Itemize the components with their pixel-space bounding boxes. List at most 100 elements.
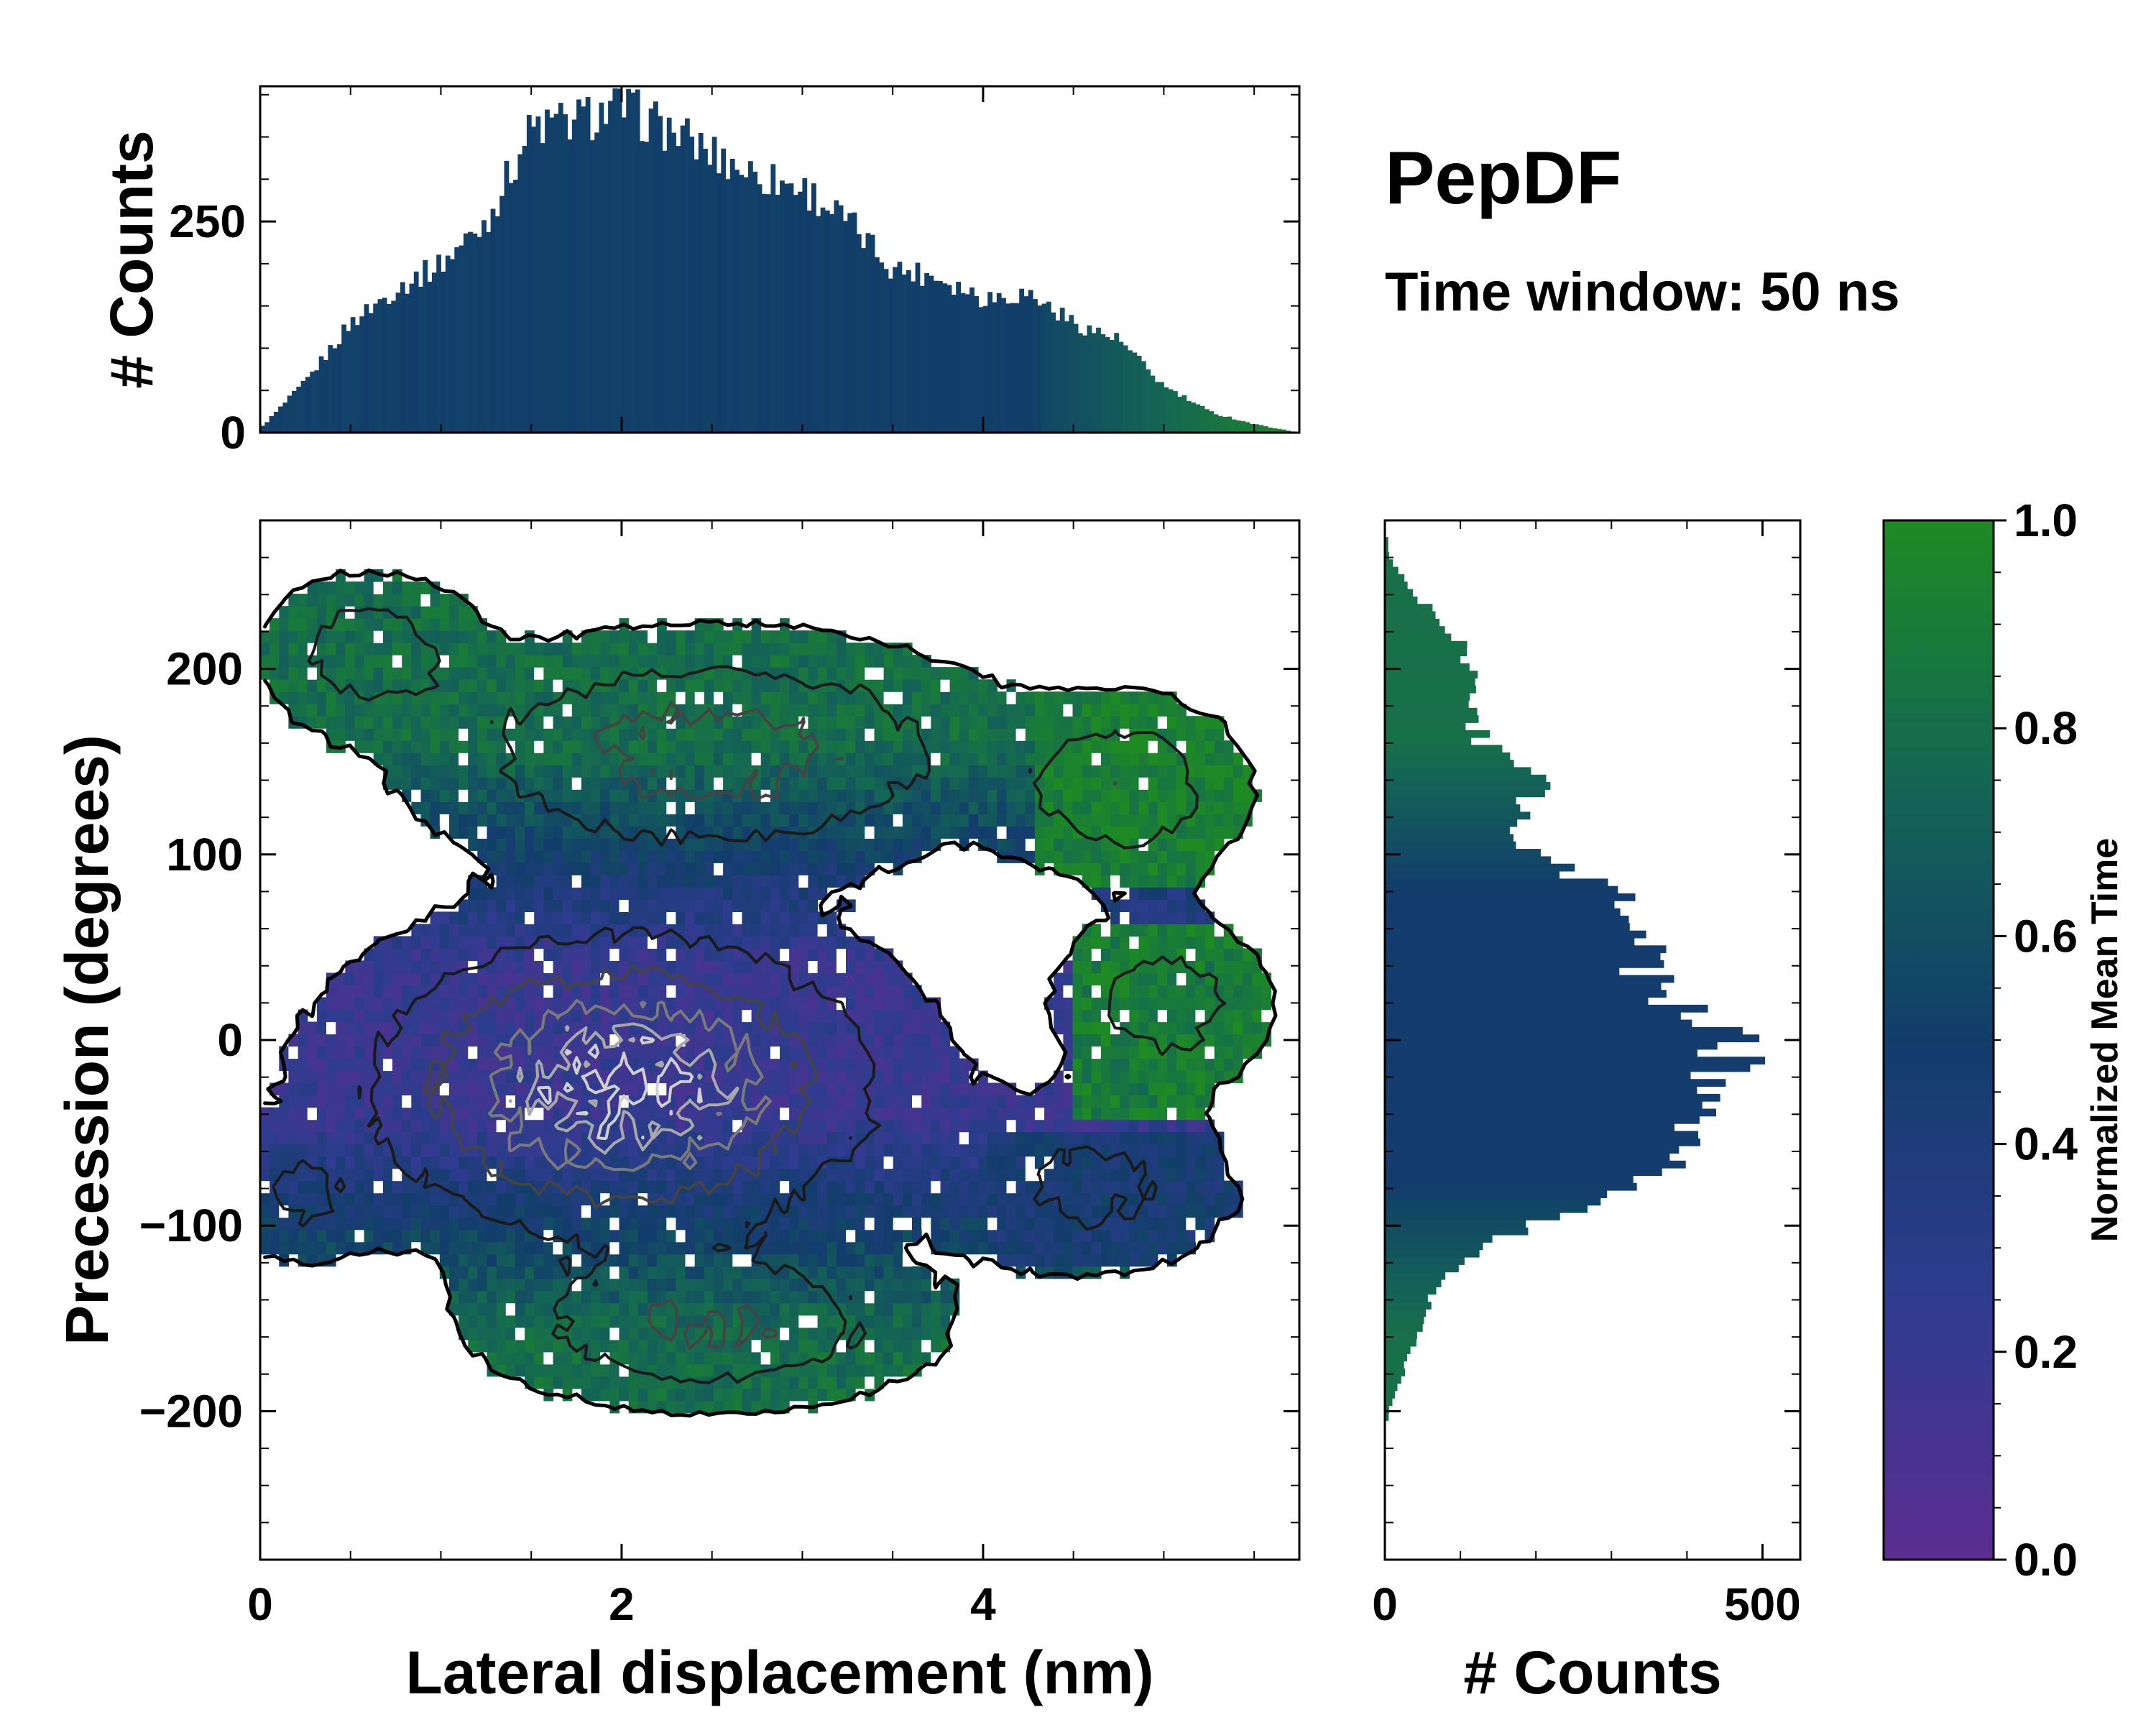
heatmap-cell <box>666 997 676 1011</box>
heatmap-cell <box>609 850 620 863</box>
heatmap-cell <box>997 1144 1007 1157</box>
heatmap-cell <box>751 1082 762 1096</box>
heatmap-cell <box>931 1168 941 1182</box>
heatmap-cell <box>1091 972 1102 985</box>
heatmap-cell <box>874 1254 885 1267</box>
heatmap-cell <box>354 985 365 998</box>
heatmap-cell <box>487 667 497 680</box>
heatmap-cell <box>477 1217 487 1230</box>
heatmap-cell <box>270 1156 280 1169</box>
heatmap-cell <box>562 667 573 680</box>
heatmap-cell <box>817 1376 828 1389</box>
heatmap-cell <box>1110 1119 1120 1133</box>
heatmap-cell <box>798 777 808 790</box>
heatmap-cell <box>770 679 780 692</box>
heatmap-cell <box>609 1205 620 1218</box>
heatmap-cell <box>704 1070 714 1084</box>
heatmap-cell <box>760 740 771 753</box>
heatmap-cell <box>1138 1254 1149 1267</box>
top-histogram-bar <box>1128 350 1133 433</box>
heatmap-cell <box>836 667 847 680</box>
heatmap-cell <box>288 1058 299 1072</box>
heatmap-cell <box>808 655 819 668</box>
heatmap-cell <box>543 1302 554 1316</box>
heatmap-cell <box>496 801 507 814</box>
top-histogram-bar <box>482 220 487 433</box>
heatmap-cell <box>468 1070 478 1084</box>
heatmap-cell <box>354 1229 365 1243</box>
heatmap-cell <box>392 1070 402 1084</box>
heatmap-cell <box>373 1229 384 1243</box>
heatmap-cell <box>1072 691 1083 704</box>
heatmap-cell <box>288 1095 299 1108</box>
heatmap-cell <box>1025 1241 1036 1255</box>
heatmap-cell <box>364 630 374 643</box>
heatmap-cell <box>780 838 790 851</box>
heatmap-cell <box>439 985 450 998</box>
heatmap-cell <box>459 1254 469 1267</box>
heatmap-cell <box>855 948 865 961</box>
heatmap-cell <box>751 1400 762 1414</box>
heatmap-cell <box>430 1009 441 1023</box>
heatmap-cell <box>959 1168 969 1182</box>
heatmap-cell <box>609 1217 620 1230</box>
heatmap-cell <box>1091 1192 1102 1206</box>
heatmap-cell <box>1082 997 1092 1011</box>
heatmap-cell <box>411 753 421 765</box>
heatmap-cell <box>770 704 780 717</box>
heatmap-cell <box>345 1241 355 1255</box>
heatmap-cell <box>940 801 951 814</box>
heatmap-cell <box>902 1107 913 1121</box>
heatmap-cell <box>789 1376 799 1389</box>
heatmap-cell <box>780 1217 790 1230</box>
heatmap-cell <box>874 740 885 753</box>
heatmap-cell <box>1072 1131 1083 1145</box>
heatmap-cell <box>780 630 790 643</box>
heatmap-cell <box>1015 1107 1026 1121</box>
heatmap-cell <box>628 1278 639 1292</box>
heatmap-cell <box>373 1217 384 1230</box>
heatmap-cell <box>553 826 563 839</box>
heatmap-cell <box>364 1229 374 1243</box>
heatmap-cell <box>968 1217 979 1230</box>
heatmap-cell <box>997 1119 1007 1133</box>
heatmap-cell <box>525 765 535 778</box>
heatmap-cell <box>912 1131 922 1145</box>
heatmap-cell <box>714 765 724 778</box>
heatmap-cell <box>600 716 610 729</box>
heatmap-cell <box>997 1241 1007 1255</box>
heatmap-cell <box>817 1266 828 1279</box>
heatmap-cell <box>760 1070 771 1084</box>
heatmap-cell <box>997 753 1007 765</box>
heatmap-cell <box>382 594 393 607</box>
heatmap-cell <box>912 1192 922 1206</box>
heatmap-cell <box>1072 740 1083 753</box>
heatmap-cell <box>637 1168 648 1182</box>
heatmap-cell <box>562 789 573 802</box>
heatmap-cell <box>912 1180 922 1194</box>
heatmap-cell <box>760 765 771 778</box>
heatmap-cell <box>581 862 591 875</box>
heatmap-cell <box>307 618 318 631</box>
heatmap-cell <box>940 1217 951 1230</box>
heatmap-cell <box>1110 1229 1120 1243</box>
heatmap-cell <box>751 1376 762 1389</box>
heatmap-cell <box>515 765 525 778</box>
heatmap-cell <box>382 1070 393 1084</box>
heatmap-cell <box>288 1107 299 1121</box>
heatmap-cell <box>780 1351 790 1365</box>
heatmap-cell <box>382 679 393 692</box>
heatmap-cell <box>1138 1095 1149 1108</box>
heatmap-cell <box>931 753 941 765</box>
heatmap-cell <box>676 691 686 704</box>
heatmap-cell <box>1034 814 1045 827</box>
heatmap-cell <box>468 728 478 741</box>
heatmap-cell <box>496 1241 507 1255</box>
heatmap-cell <box>732 630 742 643</box>
heatmap-cell <box>760 1009 771 1023</box>
heatmap-cell <box>382 1205 393 1218</box>
heatmap-cell <box>543 691 554 704</box>
heatmap-cell <box>931 691 941 704</box>
heatmap-cell <box>798 814 808 827</box>
